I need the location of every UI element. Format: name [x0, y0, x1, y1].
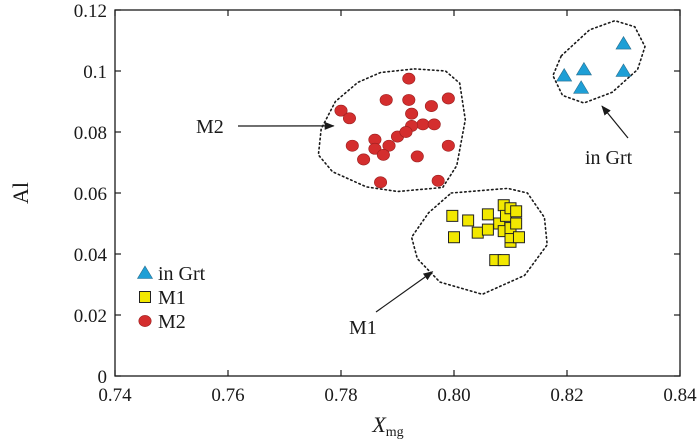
- x-tick-label: 0.84: [663, 385, 697, 406]
- point-m1: [471, 226, 484, 239]
- point-m2: [342, 112, 356, 125]
- point-in-grt: [573, 80, 590, 94]
- point-m1: [481, 208, 494, 221]
- x-axis-title-subscript: mg: [386, 425, 404, 440]
- annotations-layer: M2 M1 in Grt: [196, 105, 633, 339]
- point-m2: [382, 139, 396, 152]
- y-tick-label: 0.08: [74, 123, 107, 144]
- point-in-grt: [615, 63, 632, 77]
- x-axis-title-main: X: [371, 412, 387, 437]
- y-tick-label: 0.06: [74, 184, 107, 205]
- x-tick-label: 0.76: [211, 385, 244, 406]
- point-m2: [424, 100, 438, 112]
- point-m2: [374, 176, 388, 189]
- point-m2: [416, 118, 430, 131]
- envelope-in-grt: [552, 19, 646, 104]
- axis-ticks-layer: 0.74 0.76 0.78 0.80 0.82 0.84 0 0.02 0.04 0.06 0.0…: [74, 1, 697, 406]
- point-m1: [512, 231, 525, 244]
- x-axis-title: Xmg: [371, 412, 403, 440]
- y-tick-label: 0: [98, 367, 108, 388]
- point-m2: [399, 126, 413, 138]
- y-axis-title: Al: [8, 182, 33, 204]
- point-m1: [462, 214, 475, 227]
- point-m2: [427, 118, 441, 131]
- point-m2: [345, 139, 359, 152]
- point-m2: [405, 107, 419, 120]
- x-tick-label: 0.80: [437, 385, 470, 406]
- annotation-label-in-grt: in Grt: [585, 147, 633, 169]
- plot-frame: [114, 9, 681, 377]
- annotation-label-m2: M2: [196, 116, 224, 138]
- annotation-arrow-m1: [375, 271, 434, 313]
- point-m2: [431, 174, 445, 187]
- envelope-m1: [410, 187, 549, 296]
- point-m2: [402, 94, 416, 106]
- point-m1: [510, 205, 523, 218]
- point-m2: [410, 150, 424, 163]
- legend-label-in-grt: in Grt: [158, 263, 206, 285]
- y-tick-label: 0.1: [83, 62, 107, 83]
- legend-label-m1: M1: [158, 287, 186, 309]
- point-m2: [441, 92, 455, 105]
- annotation-arrow-in-grt: [601, 105, 629, 139]
- point-m2: [357, 153, 371, 166]
- point-m2: [376, 148, 390, 161]
- envelopes-layer: [317, 19, 646, 296]
- legend-marker-m1: [139, 291, 151, 303]
- point-m2: [379, 94, 393, 106]
- x-tick-label: 0.74: [98, 385, 132, 406]
- point-m1: [510, 217, 523, 230]
- annotation-label-m1: M1: [349, 317, 377, 339]
- x-tick-label: 0.82: [550, 385, 583, 406]
- data-points-layer: [334, 35, 632, 267]
- y-tick-label: 0.04: [74, 245, 108, 266]
- point-m1: [446, 209, 459, 222]
- point-m1: [481, 223, 494, 236]
- point-m2: [334, 104, 348, 117]
- point-in-grt: [575, 61, 592, 76]
- legend-label-m2: M2: [158, 311, 186, 333]
- point-m2: [402, 72, 416, 85]
- point-m1: [497, 254, 510, 267]
- point-m2: [441, 139, 455, 152]
- point-in-grt: [556, 67, 573, 82]
- point-in-grt: [615, 35, 632, 50]
- y-tick-label: 0.02: [74, 306, 107, 327]
- legend-marker-in-grt: [136, 265, 154, 279]
- x-tick-label: 0.78: [324, 385, 357, 406]
- y-tick-label: 0.12: [74, 1, 107, 22]
- point-m1: [448, 231, 460, 244]
- legend-marker-m2: [138, 315, 152, 327]
- envelope-m2: [317, 68, 467, 193]
